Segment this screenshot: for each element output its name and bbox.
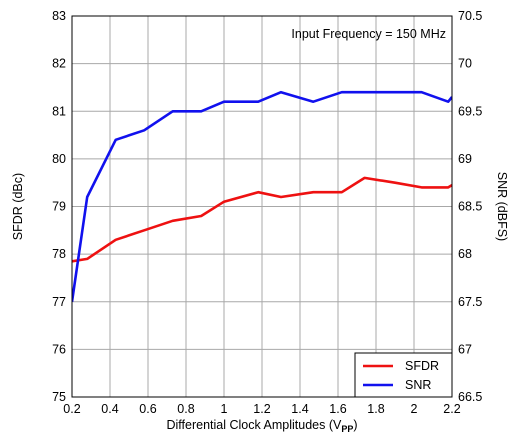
y2-tick-label: 67	[458, 342, 472, 356]
x-axis-label-close: )	[353, 418, 357, 432]
x-tick-label: 1	[221, 402, 228, 416]
annotation-input-frequency: Input Frequency = 150 MHz	[291, 27, 446, 41]
x-tick-label: 1.4	[291, 402, 308, 416]
x-tick-label: 0.4	[101, 402, 118, 416]
y-tick-label: 77	[52, 295, 66, 309]
x-tick-label: 0.6	[139, 402, 156, 416]
legend-label-sfdr: SFDR	[405, 359, 439, 373]
y2-tick-label: 67.5	[458, 295, 482, 309]
y2-tick-label: 69	[458, 152, 472, 166]
series-layer	[72, 90, 452, 302]
tick-labels: 0.2 0.4 0.6 0.8 1 1.2 1.4 1.6 1.8 2 2.2 75 76 77 78 79 8…	[52, 9, 482, 416]
y-tick-label: 78	[52, 247, 66, 261]
y2-tick-label: 66.5	[458, 390, 482, 404]
x-tick-label: 1.6	[329, 402, 346, 416]
legend: SFDR SNR	[354, 352, 453, 398]
y-tick-label: 79	[52, 200, 66, 214]
plot-frame	[71, 15, 453, 398]
y-tick-label: 80	[52, 152, 66, 166]
series-line-snr	[72, 90, 452, 302]
y2-tick-label: 68	[458, 247, 472, 261]
x-tick-label: 2	[411, 402, 418, 416]
y-tick-label: 82	[52, 57, 66, 71]
x-axis-label-subscript: PP	[341, 424, 353, 434]
y-tick-label: 76	[52, 342, 66, 356]
y2-tick-label: 70.5	[458, 9, 482, 23]
x-tick-label: 0.2	[63, 402, 80, 416]
x-tick-label: 0.8	[177, 402, 194, 416]
x-tick-label: 1.2	[253, 402, 270, 416]
x-tick-label: 1.8	[367, 402, 384, 416]
x-axis-label: Differential Clock Amplitudes (VPP)	[166, 418, 357, 434]
y-tick-label: 83	[52, 9, 66, 23]
y2-tick-label: 68.5	[458, 200, 482, 214]
legend-box	[354, 352, 453, 398]
x-tick-label: 2.2	[443, 402, 460, 416]
grid-lines	[71, 15, 453, 398]
y2-tick-label: 70	[458, 57, 472, 71]
y-tick-label: 75	[52, 390, 66, 404]
legend-label-snr: SNR	[405, 378, 431, 392]
y2-axis-label-snr: SNR (dBFS)	[495, 172, 509, 241]
x-axis-label-main: Differential Clock Amplitudes (V	[166, 418, 342, 432]
y2-tick-label: 69.5	[458, 104, 482, 118]
series-line-sfdr	[72, 176, 452, 263]
y-axis-label-sfdr: SFDR (dBc)	[11, 173, 25, 240]
y-tick-label: 81	[52, 104, 66, 118]
